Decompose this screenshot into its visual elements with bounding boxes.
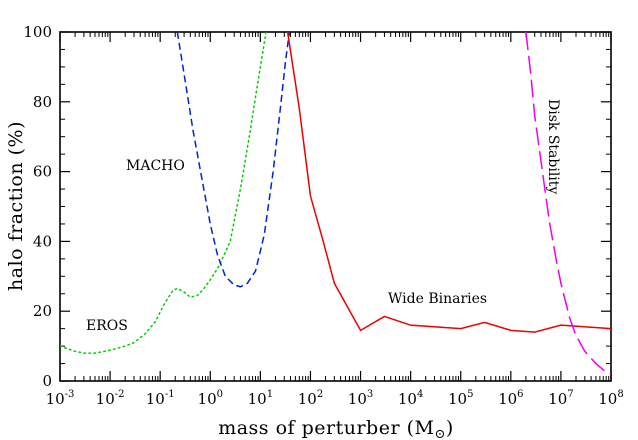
x-tick-base: 10 xyxy=(46,390,65,408)
series-line-eros xyxy=(60,32,267,354)
x-tick-base: 10 xyxy=(96,390,115,408)
annotation-wide-binaries: Wide Binaries xyxy=(388,291,487,307)
x-axis-title-text: mass of perturber (M xyxy=(218,417,434,439)
x-tick-label: 100 xyxy=(198,389,223,408)
x-tick-exponent: -2 xyxy=(115,389,125,400)
y-tick-label: 40 xyxy=(33,232,52,250)
series-line-disk-stability xyxy=(525,32,611,375)
x-tick-label: 108 xyxy=(598,389,623,408)
x-tick-exponent: 1 xyxy=(267,389,273,400)
x-tick-base: 10 xyxy=(348,390,367,408)
x-tick-base: 10 xyxy=(548,390,567,408)
y-tick-label: 80 xyxy=(33,93,52,111)
x-tick-base: 10 xyxy=(448,390,467,408)
x-tick-label: 102 xyxy=(298,389,323,408)
plot-frame xyxy=(59,31,612,382)
x-tick-base: 10 xyxy=(298,390,317,408)
ticks xyxy=(59,31,612,382)
x-tick-exponent: 5 xyxy=(467,389,473,400)
x-axis-title-close: ) xyxy=(446,417,454,439)
x-tick-exponent: 4 xyxy=(417,389,423,400)
x-tick-exponent: -1 xyxy=(165,389,175,400)
y-tick-label: 0 xyxy=(42,372,52,390)
series-line-wide-binaries xyxy=(286,32,611,333)
tick-labels: 10-3 10-2 10-1 100 101 102 103 104 105 106 107 1080… xyxy=(23,23,623,408)
annotation-macho: MACHO xyxy=(126,158,185,174)
y-axis-title: halo fraction (%) xyxy=(5,121,27,291)
x-tick-label: 103 xyxy=(348,389,373,408)
x-tick-label: 101 xyxy=(248,389,273,408)
x-tick-base: 10 xyxy=(248,390,267,408)
x-tick-exponent: -3 xyxy=(65,389,75,400)
series-group xyxy=(60,32,611,375)
solar-symbol: ⊙ xyxy=(434,427,445,440)
x-tick-exponent: 2 xyxy=(317,389,323,400)
x-axis-title: mass of perturber (M⊙) xyxy=(218,417,454,440)
x-tick-exponent: 6 xyxy=(517,389,523,400)
annotation-disk-stability: Disk Stability xyxy=(545,99,561,194)
x-tick-label: 107 xyxy=(548,389,573,408)
annotation-eros: EROS xyxy=(86,318,128,334)
x-tick-label: 104 xyxy=(398,389,423,408)
x-tick-label: 106 xyxy=(498,389,523,408)
x-tick-base: 10 xyxy=(598,390,617,408)
x-tick-base: 10 xyxy=(398,390,417,408)
x-tick-label: 10-3 xyxy=(46,389,75,408)
x-tick-label: 105 xyxy=(448,389,473,408)
x-tick-exponent: 8 xyxy=(617,389,623,400)
x-tick-base: 10 xyxy=(498,390,517,408)
x-tick-label: 10-2 xyxy=(96,389,125,408)
y-tick-label: 100 xyxy=(23,23,52,41)
x-tick-exponent: 0 xyxy=(217,389,223,400)
series-line-macho xyxy=(176,32,291,288)
x-tick-base: 10 xyxy=(198,390,217,408)
x-tick-exponent: 7 xyxy=(567,389,573,400)
x-tick-base: 10 xyxy=(146,390,165,408)
y-tick-label: 60 xyxy=(33,163,52,181)
x-tick-exponent: 3 xyxy=(367,389,373,400)
x-tick-label: 10-1 xyxy=(146,389,175,408)
y-tick-label: 20 xyxy=(33,302,52,320)
